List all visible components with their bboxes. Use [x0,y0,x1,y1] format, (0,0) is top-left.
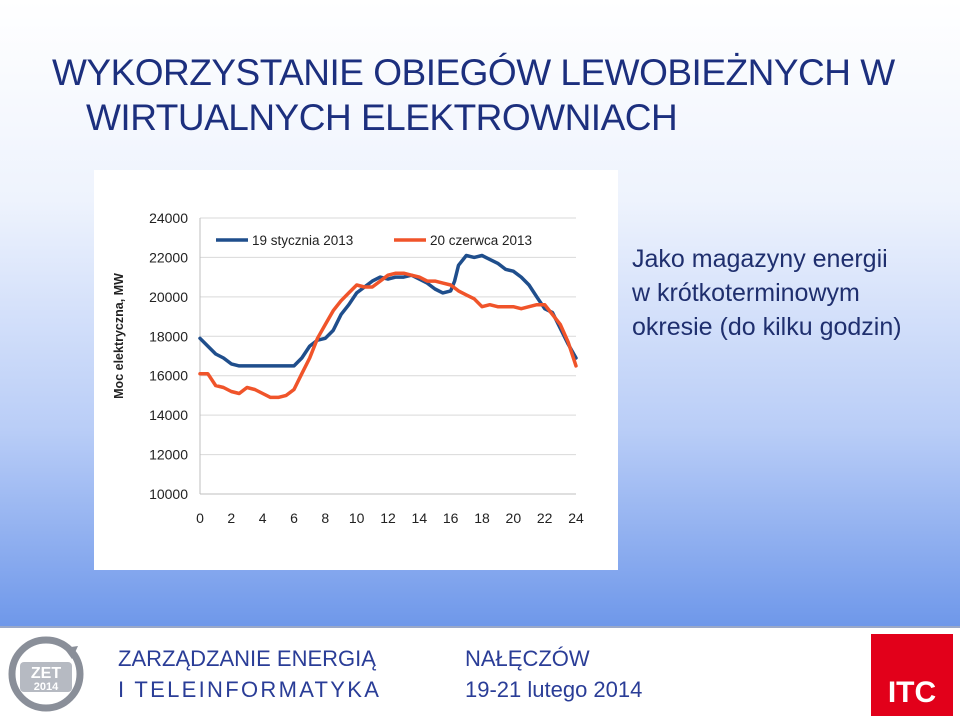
note-line-1: Jako magazyny energii [632,245,888,273]
title-line-1: WYKORZYSTANIE OBIEGÓW LEWOBIEŻNYCH W [52,52,895,93]
y-tick-label-18000: 18000 [149,328,188,344]
y-tick-label-24000: 24000 [149,210,188,226]
x-tick-label-4: 4 [259,510,267,526]
x-tick-label-18: 18 [474,510,490,526]
y-tick-label-10000: 10000 [149,486,188,502]
slide-title: WYKORZYSTANIE OBIEGÓW LEWOBIEŻNYCH W WIR… [52,50,932,140]
x-tick-label-16: 16 [443,510,459,526]
zet-logo-icon: ZET 2014 [8,636,84,712]
footer-dates: 19-21 lutego 2014 [465,677,643,702]
series-line-1 [198,253,578,368]
footer-org-line-2: I TELEINFORMATYKA [118,677,382,702]
x-tick-label-0: 0 [196,510,204,526]
x-tick-label-22: 22 [537,510,553,526]
y-tick-label-12000: 12000 [149,447,188,463]
y-tick-label-22000: 22000 [149,249,188,265]
x-tick-label-24: 24 [568,510,584,526]
chart-svg: 10000 12000 14000 16000 18000 20000 22000 24000… [112,210,584,526]
note-line-2: w krótkoterminowym [632,279,860,307]
footer-org-line-1: ZARZĄDZANIE ENERGIĄ [118,646,376,671]
line-chart: 10000 12000 14000 16000 18000 20000 22000 24000… [94,170,618,570]
y-tick-label-20000: 20000 [149,289,188,305]
x-tick-label-20: 20 [506,510,522,526]
footer-bar: ZET 2014 ZARZĄDZANIE ENERGIĄ I TELEINFOR… [0,626,960,721]
logo-text-bottom: 2014 [34,681,59,693]
itc-logo: ITC [871,634,953,716]
side-note: Jako magazyny energii w krótkoterminowym… [632,242,942,344]
x-tick-label-6: 6 [290,510,298,526]
x-tick-label-10: 10 [349,510,365,526]
y-tick-label-14000: 14000 [149,407,188,423]
series-line-2 [198,271,578,400]
logo-text-top: ZET [31,665,61,682]
x-tick-label-12: 12 [380,510,396,526]
title-line-2: WIRTUALNYCH ELEKTROWNIACH [86,97,678,138]
x-tick-label-8: 8 [321,510,329,526]
legend-label-1: 19 stycznia 2013 [252,233,353,248]
note-line-3: okresie (do kilku godzin) [632,313,902,341]
footer-place: NAŁĘCZÓW [465,646,590,671]
legend-label-2: 20 czerwca 2013 [430,233,532,248]
x-tick-label-14: 14 [412,510,428,526]
x-tick-label-2: 2 [227,510,235,526]
y-tick-label-16000: 16000 [149,368,188,384]
y-axis-label: Moc elektryczna, MW [112,273,126,399]
